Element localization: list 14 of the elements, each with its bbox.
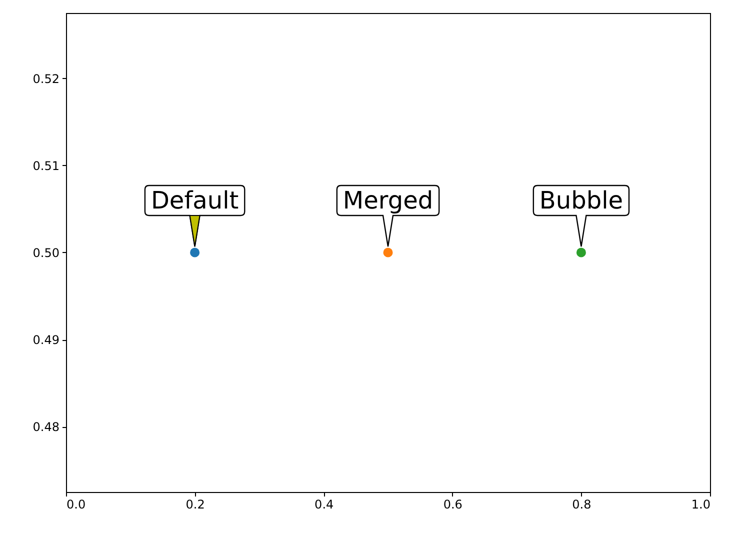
y-tick-label: 0.48 xyxy=(32,420,60,434)
x-tick-label: 1.0 xyxy=(691,498,710,512)
annotation: Merged xyxy=(342,186,434,214)
x-tick-label: 0.2 xyxy=(186,498,205,512)
annotation: Default xyxy=(150,186,239,214)
y-tick-label: 0.49 xyxy=(32,333,60,348)
x-tick-label: 0.4 xyxy=(314,498,334,512)
x-tick-label: 0.6 xyxy=(443,498,462,512)
x-tick-label: 0.0 xyxy=(66,498,86,512)
annotation: Bubble xyxy=(539,186,623,214)
y-tick-label: 0.50 xyxy=(32,246,60,260)
y-tick-label: 0.52 xyxy=(32,72,60,86)
x-tick-label: 0.8 xyxy=(572,498,592,512)
y-tick-label: 0.51 xyxy=(32,158,60,173)
